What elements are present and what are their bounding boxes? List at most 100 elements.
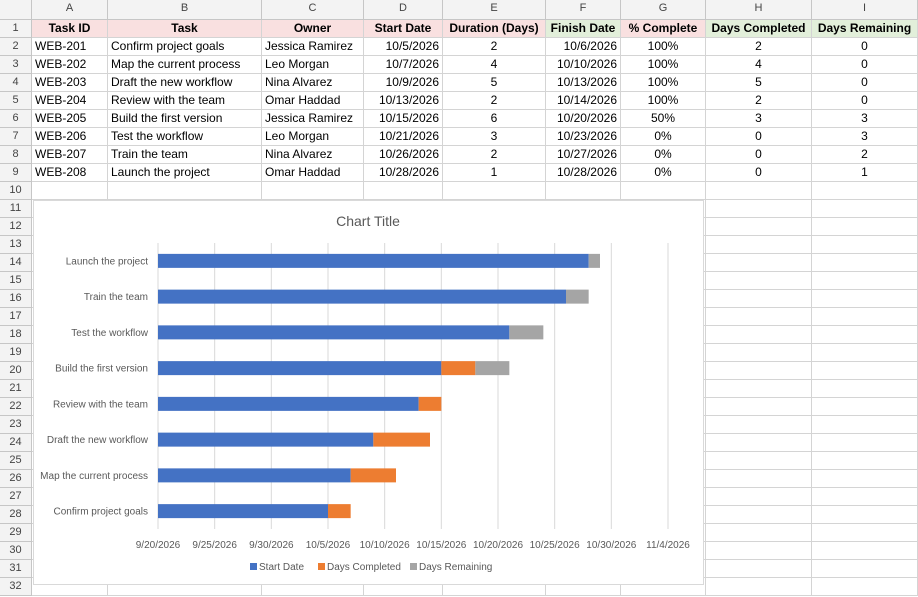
row-header-12[interactable]: 12 bbox=[0, 218, 32, 236]
table-cell[interactable]: 4 bbox=[706, 56, 812, 74]
table-cell[interactable]: 0% bbox=[621, 164, 706, 182]
empty-cell[interactable] bbox=[812, 344, 918, 362]
table-cell[interactable]: WEB-203 bbox=[32, 74, 108, 92]
empty-cell[interactable] bbox=[706, 452, 812, 470]
empty-cell[interactable] bbox=[706, 290, 812, 308]
table-cell[interactable]: 100% bbox=[621, 56, 706, 74]
header-cell-c[interactable]: Owner bbox=[262, 20, 364, 38]
empty-cell[interactable] bbox=[364, 182, 443, 200]
table-cell[interactable]: 3 bbox=[812, 110, 918, 128]
header-cell-e[interactable]: Duration (Days) bbox=[443, 20, 546, 38]
empty-cell[interactable] bbox=[443, 578, 546, 596]
table-cell[interactable]: 10/13/2026 bbox=[546, 74, 621, 92]
row-header-25[interactable]: 25 bbox=[0, 452, 32, 470]
empty-cell[interactable] bbox=[706, 542, 812, 560]
empty-cell[interactable] bbox=[108, 182, 262, 200]
empty-cell[interactable] bbox=[706, 524, 812, 542]
table-cell[interactable]: Nina Alvarez bbox=[262, 74, 364, 92]
empty-cell[interactable] bbox=[812, 560, 918, 578]
empty-cell[interactable] bbox=[812, 542, 918, 560]
empty-cell[interactable] bbox=[706, 470, 812, 488]
row-header-8[interactable]: 8 bbox=[0, 146, 32, 164]
table-cell[interactable]: 10/7/2026 bbox=[364, 56, 443, 74]
empty-cell[interactable] bbox=[812, 254, 918, 272]
table-cell[interactable]: WEB-208 bbox=[32, 164, 108, 182]
column-header-c[interactable]: C bbox=[262, 0, 364, 20]
table-cell[interactable]: 10/26/2026 bbox=[364, 146, 443, 164]
empty-cell[interactable] bbox=[812, 470, 918, 488]
empty-cell[interactable] bbox=[706, 182, 812, 200]
table-cell[interactable]: 10/20/2026 bbox=[546, 110, 621, 128]
table-cell[interactable]: 2 bbox=[443, 92, 546, 110]
table-cell[interactable]: 100% bbox=[621, 74, 706, 92]
table-cell[interactable]: 0 bbox=[812, 74, 918, 92]
row-header-24[interactable]: 24 bbox=[0, 434, 32, 452]
row-header-10[interactable]: 10 bbox=[0, 182, 32, 200]
empty-cell[interactable] bbox=[812, 218, 918, 236]
empty-cell[interactable] bbox=[262, 182, 364, 200]
table-cell[interactable]: 10/27/2026 bbox=[546, 146, 621, 164]
empty-cell[interactable] bbox=[706, 506, 812, 524]
table-cell[interactable]: 0% bbox=[621, 128, 706, 146]
row-header-27[interactable]: 27 bbox=[0, 488, 32, 506]
empty-cell[interactable] bbox=[812, 434, 918, 452]
column-header-e[interactable]: E bbox=[443, 0, 546, 20]
table-cell[interactable]: 10/28/2026 bbox=[364, 164, 443, 182]
table-cell[interactable]: Omar Haddad bbox=[262, 164, 364, 182]
table-cell[interactable]: 0 bbox=[706, 146, 812, 164]
empty-cell[interactable] bbox=[812, 326, 918, 344]
row-header-13[interactable]: 13 bbox=[0, 236, 32, 254]
table-cell[interactable]: 5 bbox=[443, 74, 546, 92]
row-header-19[interactable]: 19 bbox=[0, 344, 32, 362]
empty-cell[interactable] bbox=[621, 182, 706, 200]
empty-cell[interactable] bbox=[706, 254, 812, 272]
table-cell[interactable]: 5 bbox=[706, 74, 812, 92]
empty-cell[interactable] bbox=[546, 578, 621, 596]
header-cell-b[interactable]: Task bbox=[108, 20, 262, 38]
gantt-chart[interactable]: Chart Title 9/20/2026 9/25/2026 9/30/2026 10… bbox=[33, 200, 704, 585]
column-header-d[interactable]: D bbox=[364, 0, 443, 20]
table-cell[interactable]: 3 bbox=[706, 110, 812, 128]
table-cell[interactable]: 4 bbox=[443, 56, 546, 74]
empty-cell[interactable] bbox=[812, 488, 918, 506]
row-header-1[interactable]: 1 bbox=[0, 20, 32, 38]
table-cell[interactable]: 2 bbox=[706, 92, 812, 110]
table-cell[interactable]: Review with the team bbox=[108, 92, 262, 110]
empty-cell[interactable] bbox=[706, 308, 812, 326]
header-cell-i[interactable]: Days Remaining bbox=[812, 20, 918, 38]
table-cell[interactable]: 1 bbox=[443, 164, 546, 182]
table-cell[interactable]: Build the first version bbox=[108, 110, 262, 128]
empty-cell[interactable] bbox=[546, 182, 621, 200]
row-header-21[interactable]: 21 bbox=[0, 380, 32, 398]
empty-cell[interactable] bbox=[812, 506, 918, 524]
row-header-9[interactable]: 9 bbox=[0, 164, 32, 182]
empty-cell[interactable] bbox=[812, 308, 918, 326]
table-cell[interactable]: Test the workflow bbox=[108, 128, 262, 146]
table-cell[interactable]: 3 bbox=[812, 128, 918, 146]
table-cell[interactable]: 10/23/2026 bbox=[546, 128, 621, 146]
empty-cell[interactable] bbox=[108, 578, 262, 596]
table-cell[interactable]: WEB-206 bbox=[32, 128, 108, 146]
row-header-6[interactable]: 6 bbox=[0, 110, 32, 128]
table-cell[interactable]: Omar Haddad bbox=[262, 92, 364, 110]
header-cell-h[interactable]: Days Completed bbox=[706, 20, 812, 38]
table-cell[interactable]: Leo Morgan bbox=[262, 128, 364, 146]
table-cell[interactable]: 100% bbox=[621, 92, 706, 110]
table-cell[interactable]: 2 bbox=[706, 38, 812, 56]
table-cell[interactable]: 0 bbox=[812, 92, 918, 110]
empty-cell[interactable] bbox=[262, 578, 364, 596]
empty-cell[interactable] bbox=[812, 452, 918, 470]
row-header-30[interactable]: 30 bbox=[0, 542, 32, 560]
empty-cell[interactable] bbox=[621, 578, 706, 596]
row-header-29[interactable]: 29 bbox=[0, 524, 32, 542]
table-cell[interactable]: 3 bbox=[443, 128, 546, 146]
empty-cell[interactable] bbox=[812, 200, 918, 218]
table-cell[interactable]: 0% bbox=[621, 146, 706, 164]
empty-cell[interactable] bbox=[812, 398, 918, 416]
empty-cell[interactable] bbox=[706, 416, 812, 434]
table-cell[interactable]: 0 bbox=[812, 38, 918, 56]
row-header-22[interactable]: 22 bbox=[0, 398, 32, 416]
table-cell[interactable]: WEB-204 bbox=[32, 92, 108, 110]
table-cell[interactable]: 50% bbox=[621, 110, 706, 128]
empty-cell[interactable] bbox=[812, 272, 918, 290]
